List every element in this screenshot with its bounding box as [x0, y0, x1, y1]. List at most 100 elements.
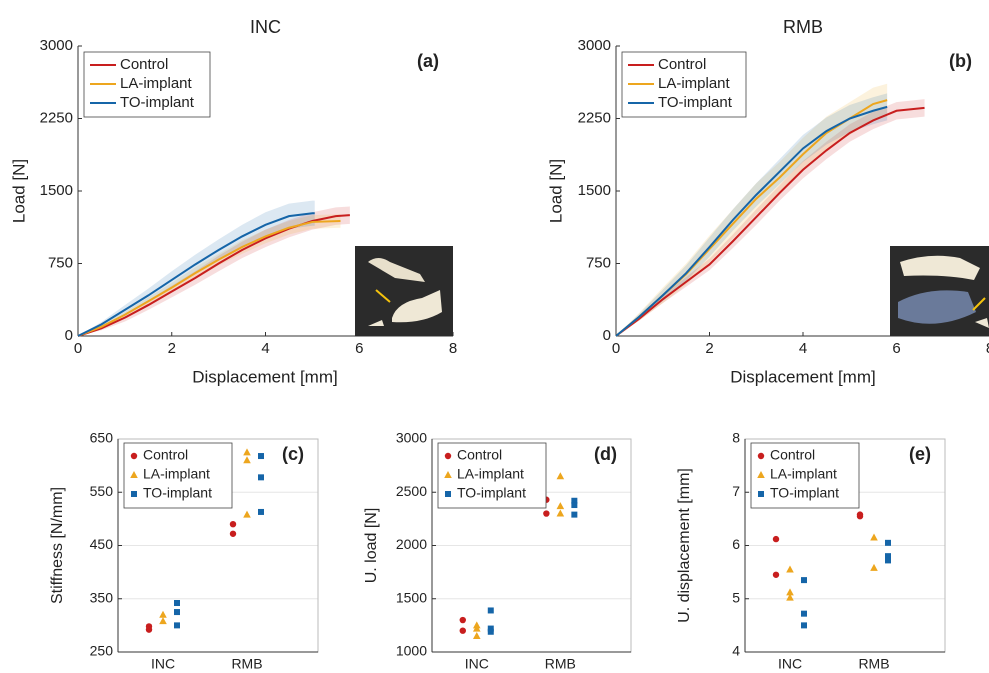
- point: [487, 625, 494, 632]
- panel-label: (c): [282, 444, 304, 464]
- point: [571, 497, 578, 504]
- jaw-shape: [898, 290, 976, 324]
- point: [772, 571, 780, 578]
- point: [786, 565, 794, 573]
- point: [556, 472, 565, 480]
- inset-b: [890, 246, 989, 336]
- y-axis-label: Load [N]: [9, 159, 28, 223]
- point: [258, 474, 264, 481]
- arrow: [972, 297, 986, 311]
- legend-label: TO-implant: [770, 485, 839, 501]
- point: [801, 610, 807, 617]
- point: [556, 502, 565, 510]
- line: [615, 105, 888, 337]
- jaw-shape: [368, 320, 384, 326]
- point: [258, 508, 264, 515]
- point: [885, 557, 891, 564]
- x-tick-label: 4: [261, 340, 269, 357]
- point: [885, 539, 891, 546]
- point: [487, 628, 494, 635]
- x-tick-label: INC: [778, 656, 802, 672]
- x-tick-label: RMB: [858, 656, 889, 672]
- x-tick-label: RMB: [545, 656, 576, 672]
- chart: INC 0 750 1500 2250 3000 Load [N] (a) 0 2 4 6 8 Displ…: [9, 17, 457, 387]
- panel-label: (a): [417, 51, 439, 71]
- error-band: [78, 214, 341, 336]
- chart: RMB 0 750 1500 2250 3000 Load [N] (b) 0 2 4 6 8 Displ…: [546, 17, 989, 386]
- y-tick-label: 3000: [40, 37, 73, 54]
- y-tick-label: 550: [90, 483, 114, 499]
- line: [77, 219, 341, 337]
- jaw-shape: [975, 318, 989, 328]
- legend-marker: [130, 452, 138, 460]
- point: [543, 510, 550, 517]
- y-tick-label: 2250: [40, 109, 73, 126]
- y-tick-label: 1500: [40, 182, 73, 199]
- legend-label: TO-implant: [143, 485, 212, 501]
- legend-label: Control: [457, 447, 502, 463]
- point: [243, 448, 251, 456]
- legend-marker: [444, 471, 452, 478]
- legend-label: Control: [658, 56, 706, 73]
- x-axis-label: Displacement [mm]: [730, 367, 875, 386]
- legend-label: Control: [120, 56, 168, 73]
- x-tick-label: 6: [355, 340, 363, 357]
- point: [174, 609, 180, 616]
- x-tick-label: 0: [74, 340, 82, 357]
- x-tick-label: 8: [986, 340, 989, 357]
- y-axis-label: Load [N]: [546, 159, 565, 223]
- point: [870, 533, 878, 541]
- panel-label: (b): [949, 51, 972, 71]
- legend-marker: [757, 452, 765, 460]
- legend-marker: [758, 491, 764, 497]
- legend-label: LA-implant: [457, 466, 524, 482]
- y-axis-label: Stiffness [N/mm]: [49, 487, 66, 604]
- legend-marker: [131, 491, 137, 497]
- line: [615, 106, 925, 337]
- legend-box: [750, 442, 860, 509]
- point: [174, 622, 180, 629]
- legend-box: [437, 442, 547, 509]
- point: [174, 600, 180, 607]
- legend-label: LA-implant: [658, 75, 731, 92]
- point: [459, 616, 466, 624]
- y-tick-label: 5: [732, 589, 740, 605]
- point: [571, 511, 578, 518]
- y-tick-label: 2000: [396, 536, 427, 552]
- arrow: [375, 289, 391, 303]
- legend-label: TO-implant: [658, 94, 733, 111]
- x-tick-label: 8: [449, 340, 457, 357]
- panel-label: (d): [594, 444, 617, 464]
- point: [229, 521, 237, 528]
- y-tick-label: 1500: [396, 589, 427, 605]
- legend-label: TO-implant: [457, 485, 526, 501]
- point: [786, 593, 794, 601]
- y-tick-label: 0: [65, 327, 73, 344]
- x-tick-label: 2: [705, 340, 713, 357]
- y-tick-label: 450: [90, 536, 114, 552]
- legend-marker: [445, 491, 451, 497]
- error-band: [78, 200, 315, 336]
- y-tick-label: 1500: [578, 182, 611, 199]
- y-tick-label: 3000: [396, 430, 427, 446]
- chart: 4 5 6 7 8 U. displacement [mm] (e) INC RMB Contro…: [676, 430, 946, 672]
- jaw-shape: [392, 290, 442, 323]
- point: [801, 577, 807, 584]
- y-tick-label: 8: [732, 430, 740, 446]
- chart-title: INC: [250, 17, 281, 37]
- legend-box: [123, 442, 233, 509]
- x-tick-label: 2: [168, 340, 176, 357]
- panel-label: (e): [909, 444, 931, 464]
- legend-marker: [757, 471, 765, 478]
- point: [229, 530, 237, 537]
- y-tick-label: 250: [90, 643, 114, 659]
- y-tick-label: 750: [48, 254, 73, 271]
- y-tick-label: 2500: [396, 483, 427, 499]
- point: [459, 627, 466, 634]
- x-tick-label: RMB: [231, 656, 262, 672]
- point: [243, 510, 251, 518]
- jaw-shape: [900, 255, 980, 280]
- x-tick-label: INC: [151, 656, 175, 672]
- y-axis-label: U. displacement [mm]: [676, 468, 693, 623]
- y-tick-label: 3000: [578, 37, 611, 54]
